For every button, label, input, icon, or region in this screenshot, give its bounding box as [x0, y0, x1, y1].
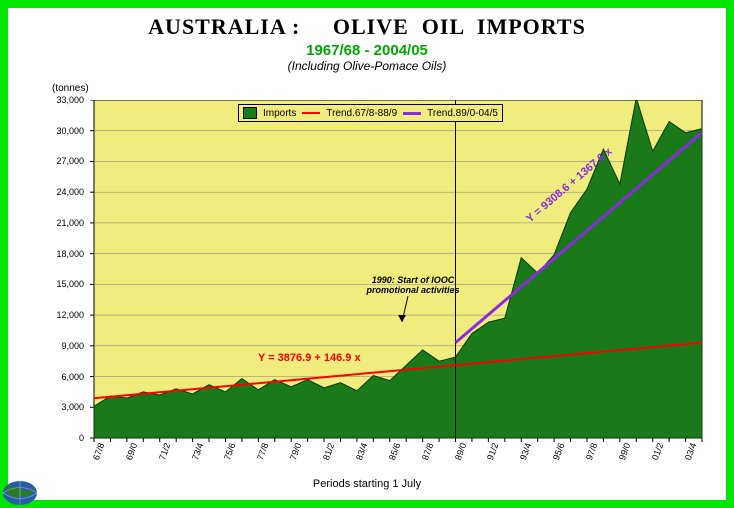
legend-label-trend1: Trend.67/8-88/9 — [326, 108, 397, 119]
legend-swatch-imports — [243, 107, 257, 119]
x-axis-title: Periods starting 1 July — [8, 478, 726, 490]
chart-subtitle-years: 1967/68 - 2004/05 — [8, 42, 726, 59]
annotation-line1: 1990: Start of IOOC — [372, 275, 455, 285]
legend-line-trend1 — [302, 112, 320, 114]
legend-label-imports: Imports — [263, 108, 296, 119]
annotation-iooc: 1990: Start of IOOC promotional activiti… — [338, 276, 488, 296]
chart-subtitle-note: (Including Olive-Pomace Oils) — [8, 59, 726, 73]
trend1-equation: Y = 3876.9 + 146.9 x — [258, 352, 361, 364]
ytick-label: 18,000 — [38, 249, 84, 259]
ytick-label: 30,000 — [38, 126, 84, 136]
chart-frame: AUSTRALIA : OLIVE OIL IMPORTS 1967/68 - … — [0, 0, 734, 508]
legend-line-trend2 — [403, 112, 421, 115]
legend-box: Imports Trend.67/8-88/9 Trend.89/0-04/5 — [238, 104, 503, 122]
ytick-label: 9,000 — [38, 341, 84, 351]
ytick-label: 21,000 — [38, 218, 84, 228]
legend-label-trend2: Trend.89/0-04/5 — [427, 108, 498, 119]
globe-icon — [2, 480, 38, 506]
ytick-label: 12,000 — [38, 310, 84, 320]
ytick-label: 33,000 — [38, 95, 84, 105]
ytick-label: 15,000 — [38, 279, 84, 289]
y-axis-title: (tonnes) — [52, 83, 89, 94]
ytick-label: 6,000 — [38, 372, 84, 382]
annotation-line2: promotional activities — [366, 285, 459, 295]
ytick-label: 27,000 — [38, 156, 84, 166]
ytick-label: 0 — [38, 433, 84, 443]
chart-title: AUSTRALIA : OLIVE OIL IMPORTS — [8, 14, 726, 40]
ytick-label: 24,000 — [38, 187, 84, 197]
ytick-label: 3,000 — [38, 402, 84, 412]
plot-area-wrapper: 0 3,000 6,000 9,000 12,000 15,000 18,000 21,000… — [38, 100, 718, 480]
